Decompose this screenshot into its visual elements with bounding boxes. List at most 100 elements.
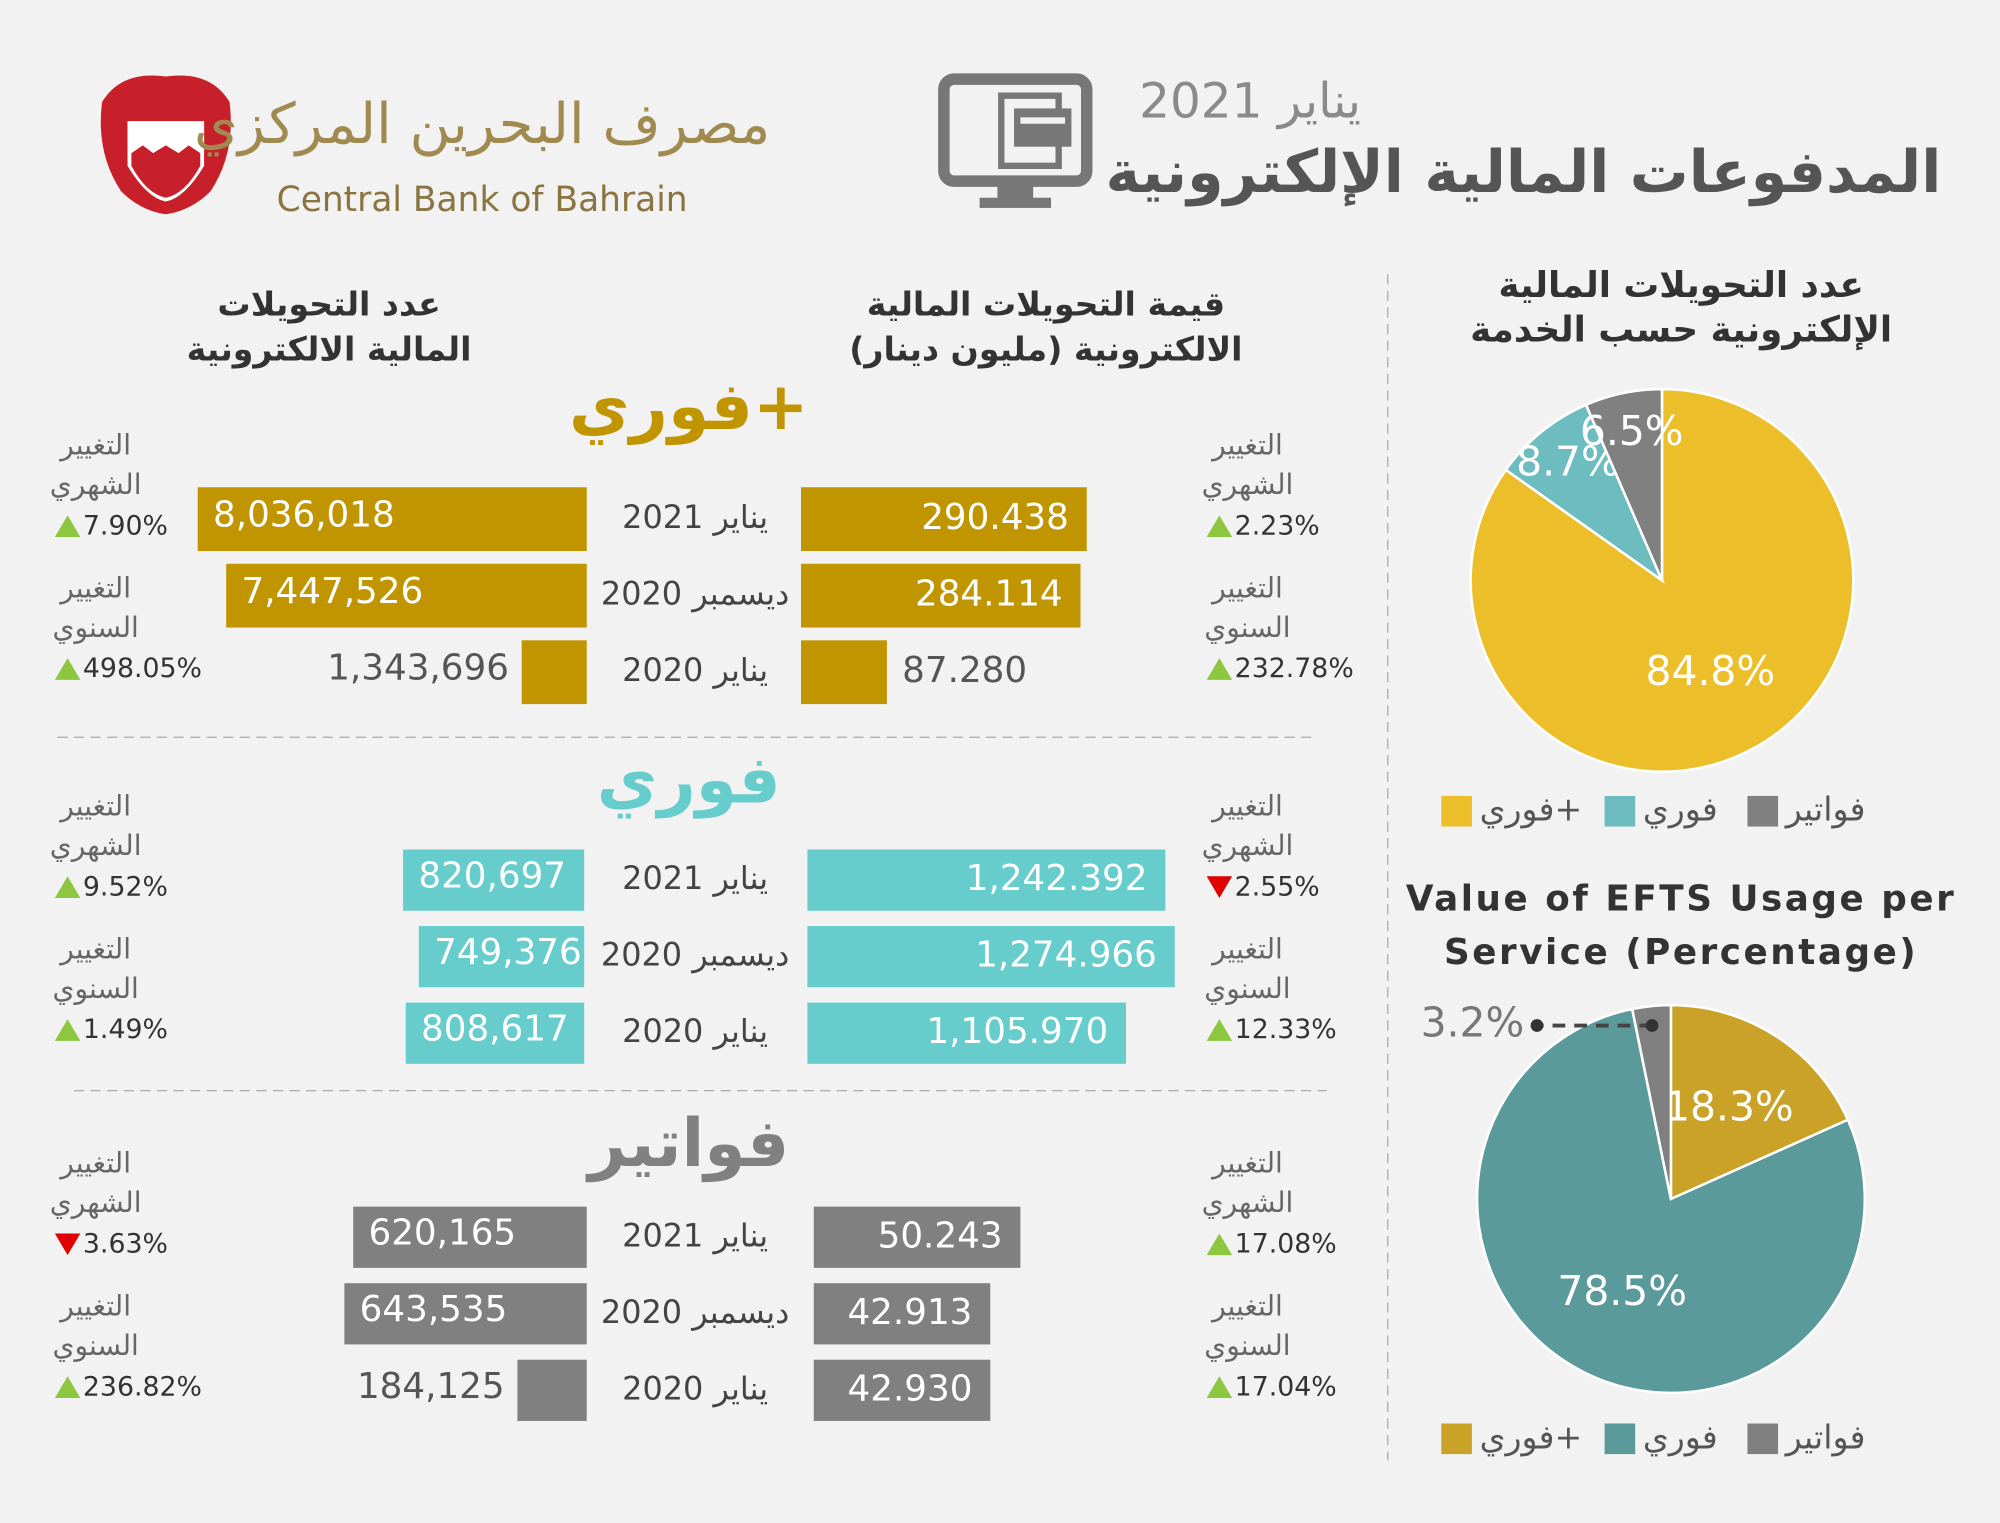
section-title: فوري [597, 741, 781, 820]
legend-label: فوري [1643, 1417, 1718, 1456]
bank-name-ar: مصرف البحرين المركزي [194, 92, 770, 157]
value-label: 50.243 [878, 1215, 1003, 1256]
up-arrow [54, 1376, 81, 1398]
down-arrow [54, 1233, 81, 1256]
change-label: الشهري [50, 1186, 142, 1219]
legend-swatch [1604, 795, 1636, 827]
change-value: 236.82% [83, 1371, 202, 1402]
value-label: 42.913 [847, 1292, 972, 1333]
change-label: التغيير [58, 1147, 131, 1180]
count-bar [405, 1002, 585, 1064]
column-title: الالكترونية (مليون دينار) [849, 329, 1242, 369]
legend-label: فوري [1643, 790, 1718, 829]
up-arrow [1206, 1376, 1233, 1398]
count-label: 749,376 [434, 932, 582, 973]
title: المدفوعات المالية الإلكترونية [1106, 138, 1942, 207]
count-bar [353, 1206, 587, 1268]
up-arrow [1206, 658, 1233, 680]
value-bar [807, 1002, 1127, 1064]
count-bar [226, 563, 587, 628]
change-label: الشهري [50, 468, 142, 501]
count-label: 643,535 [360, 1289, 508, 1330]
pie-title: عدد التحويلات المالية [1498, 265, 1864, 306]
leader-dot [1530, 1019, 1544, 1032]
bank-name-en: Central Bank of Bahrain [277, 180, 688, 220]
change-value: 3.63% [83, 1228, 168, 1259]
change-value: 2.55% [1235, 871, 1320, 902]
count-bar [517, 1359, 587, 1421]
change-label: الشهري [1202, 829, 1294, 862]
legend-label: فوري+ [1480, 790, 1583, 829]
pie-label: 78.5% [1557, 1267, 1687, 1315]
pie-slice [1669, 1003, 1850, 1201]
change-label: الشهري [1202, 468, 1294, 501]
period-label: ديسمبر 2020 [601, 936, 789, 974]
pie-label: 3.2% [1421, 999, 1525, 1047]
period-label: يناير 2021 [622, 1216, 768, 1254]
pie-slice [1475, 1007, 1867, 1395]
down-arrow [1206, 876, 1233, 898]
change-label: التغيير [1210, 789, 1283, 822]
section-title: فواتير [585, 1104, 789, 1183]
monitor-icon [938, 73, 1093, 208]
count-label: 7,447,526 [241, 571, 423, 612]
value-label: 1,105.970 [926, 1011, 1108, 1052]
change-label: التغيير [58, 1289, 131, 1322]
value-bar [807, 926, 1175, 988]
up-arrow [1206, 1233, 1233, 1256]
period-label: يناير 2020 [622, 1369, 768, 1407]
count-label: 184,125 [357, 1366, 505, 1407]
change-label: التغيير [1210, 932, 1283, 965]
change-value: 7.90% [83, 510, 168, 541]
up-arrow [54, 515, 81, 538]
value-bar [801, 563, 1081, 628]
period-label: ديسمبر 2020 [601, 1293, 789, 1331]
value-label: 42.930 [848, 1368, 973, 1409]
change-value: 12.33% [1235, 1014, 1337, 1045]
pie-label: 18.3% [1664, 1083, 1794, 1131]
value-bar [813, 1206, 1021, 1268]
change-value: 1.49% [83, 1014, 168, 1045]
value-bar [801, 487, 1087, 552]
up-arrow [1206, 1019, 1233, 1041]
period-label: ديسمبر 2020 [601, 575, 789, 613]
period-label: يناير 2020 [622, 1012, 768, 1050]
change-value: 2.23% [1235, 510, 1320, 541]
section-title: فوري+ [569, 367, 809, 446]
legend-swatch [1747, 1423, 1779, 1455]
legend-swatch [1441, 1423, 1472, 1455]
period-label: يناير 2021 [622, 859, 768, 897]
column-title: قيمة التحويلات المالية [867, 285, 1225, 325]
count-label: 820,697 [418, 856, 566, 897]
change-value: 17.08% [1235, 1228, 1337, 1259]
change-value: 498.05% [83, 653, 202, 684]
up-arrow [1206, 515, 1233, 538]
change-label: السنوي [53, 972, 139, 1005]
value-label: 87.280 [902, 650, 1027, 691]
period-label: يناير 2020 [622, 651, 768, 689]
legend-label: فواتير [1784, 1417, 1866, 1456]
legend-label: فوري+ [1480, 1417, 1583, 1456]
change-value: 9.52% [83, 871, 168, 902]
up-arrow [54, 876, 81, 898]
change-label: التغيير [58, 789, 131, 822]
count-label: 808,617 [421, 1009, 569, 1050]
legend-swatch [1604, 1423, 1636, 1455]
value-bar [801, 640, 887, 705]
change-label: التغيير [1210, 571, 1283, 604]
column-title: المالية الالكترونية [187, 329, 472, 369]
pie-slice [1584, 387, 1664, 581]
value-label: 1,274.966 [975, 935, 1157, 976]
up-arrow [54, 1019, 81, 1041]
pie-label: 6.5% [1580, 407, 1684, 455]
value-label: 284.114 [915, 574, 1063, 615]
value-label: 1,242.392 [966, 858, 1148, 899]
change-label: السنوي [53, 1329, 139, 1362]
change-label: السنوي [1204, 1329, 1290, 1362]
legend-label: فواتير [1784, 790, 1866, 829]
count-bar [344, 1283, 587, 1345]
value-bar [807, 849, 1166, 911]
change-label: التغيير [1210, 428, 1283, 461]
